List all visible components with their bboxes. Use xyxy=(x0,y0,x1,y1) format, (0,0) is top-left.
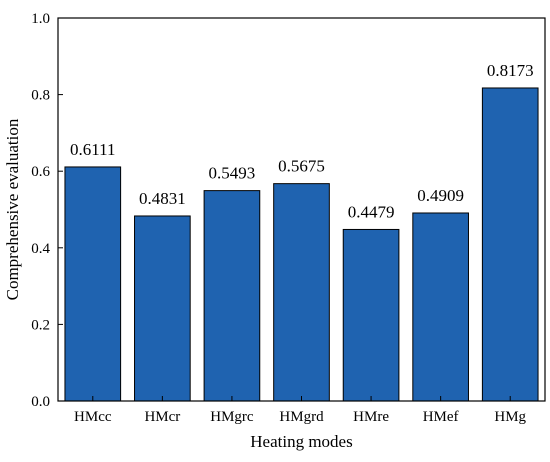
data-label: 0.8173 xyxy=(487,61,534,80)
y-axis-title: Comprehensive evaluation xyxy=(3,118,22,300)
bar-HMg xyxy=(481,87,539,402)
x-tick-label: HMgrc xyxy=(210,409,254,425)
x-tick-label: HMcr xyxy=(144,409,180,425)
bar-HMre xyxy=(342,228,400,402)
bar-HMgrc xyxy=(203,190,261,402)
y-tick-label: 0.4 xyxy=(31,241,50,257)
data-label: 0.4479 xyxy=(348,202,395,221)
bar-HMcc xyxy=(64,166,122,402)
data-label: 0.4909 xyxy=(417,186,464,205)
bar-HMgrd xyxy=(273,183,330,402)
y-tick-label: 0.6 xyxy=(31,164,50,180)
data-labels-group: 0.6111 0.4831 0.5493 0.5675 0.4479 0.4909 0.81… xyxy=(70,61,534,221)
y-tick-label: 0.0 xyxy=(31,394,50,410)
bars-group xyxy=(64,87,539,402)
x-tick-label: HMcc xyxy=(74,409,112,425)
plot-frame xyxy=(57,17,546,402)
y-tick-label: 0.8 xyxy=(31,88,50,104)
data-label: 0.4831 xyxy=(139,189,186,208)
x-tick-label: HMef xyxy=(423,409,459,425)
x-axis-ticks: HMcc HMcr HMgrc HMgrd HMre HMef HMg xyxy=(74,396,527,425)
bar-HMef xyxy=(412,212,469,402)
data-label: 0.5493 xyxy=(209,164,256,183)
x-tick-label: HMgrd xyxy=(279,409,324,425)
x-axis-title: Heating modes xyxy=(250,432,352,451)
y-tick-label: 0.2 xyxy=(31,317,50,333)
y-tick-label: 1.0 xyxy=(31,11,50,27)
x-tick-label: HMg xyxy=(494,409,526,425)
data-label: 0.5675 xyxy=(278,157,325,176)
x-tick-label: HMre xyxy=(353,409,389,425)
bar-HMcr xyxy=(134,215,191,402)
data-label: 0.6111 xyxy=(70,140,116,159)
